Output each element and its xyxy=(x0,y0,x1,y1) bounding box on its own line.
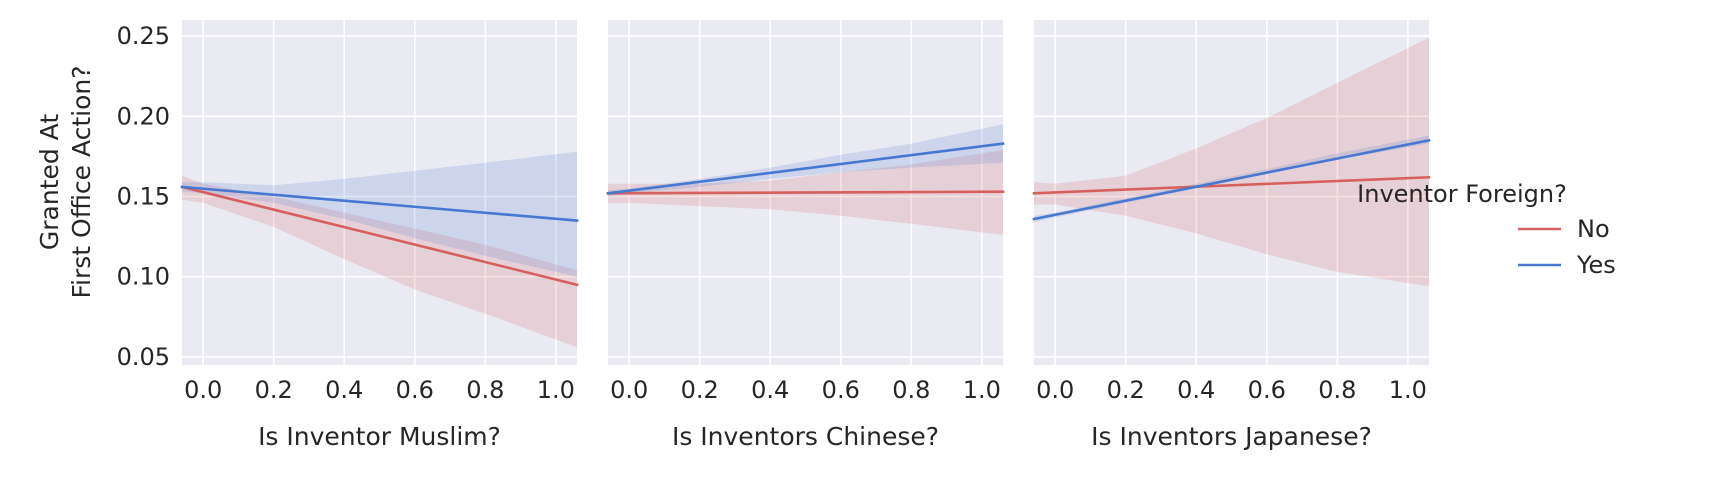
ci-band-no xyxy=(182,175,577,348)
y-tick-label: 0.25 xyxy=(117,22,170,50)
x-tick-label: 0.8 xyxy=(466,376,504,404)
x-tick-label: 1.0 xyxy=(1389,376,1427,404)
ci-band-yes xyxy=(182,151,577,277)
x-tick-label: 0.0 xyxy=(1036,376,1074,404)
x-tick-label: 0.2 xyxy=(681,376,719,404)
x-tick-label: 0.6 xyxy=(1248,376,1286,404)
series-line-yes xyxy=(606,142,1005,195)
x-tick-label: 1.0 xyxy=(963,376,1001,404)
y-tick-label: 0.05 xyxy=(117,343,170,371)
x-tick-label: 0.0 xyxy=(184,376,222,404)
y-tick-label: 0.15 xyxy=(117,183,170,211)
x-tick-label: 0.2 xyxy=(1107,376,1145,404)
legend-label-no: No xyxy=(1577,215,1610,243)
legend-label-yes: Yes xyxy=(1576,251,1616,279)
legend-title: Inventor Foreign? xyxy=(1357,180,1567,208)
facet-panel-1: 0.0 0.2 0.4 0.6 0.8 1.0 Is Inventor Muslim? 0.0… xyxy=(117,20,579,451)
facet-panel-3: 0.0 0.2 0.4 0.6 0.8 1.0 Is Inventors Japanese? xyxy=(1032,20,1431,451)
series-line-yes xyxy=(180,185,579,223)
x-tick-label: 0.4 xyxy=(1177,376,1215,404)
x-axis-label: Is Inventors Japanese? xyxy=(1091,422,1372,451)
facet-panel-2: 0.0 0.2 0.4 0.6 0.8 1.0 Is Inventors Chinese? xyxy=(606,20,1005,451)
x-tick-label: 0.2 xyxy=(255,376,293,404)
x-tick-label: 0.0 xyxy=(610,376,648,404)
y-axis-label: Granted At First Office Action? xyxy=(35,65,96,298)
series-line-no xyxy=(606,190,1005,195)
x-tick-label: 0.8 xyxy=(1318,376,1356,404)
y-axis-label-line-1: Granted At xyxy=(35,114,64,250)
x-tick-label: 1.0 xyxy=(537,376,575,404)
series-line-yes xyxy=(1032,138,1431,221)
x-tick-label: 0.4 xyxy=(751,376,789,404)
x-axis-label: Is Inventors Chinese? xyxy=(672,422,939,451)
legend: Inventor Foreign? No Yes xyxy=(1357,180,1616,279)
y-axis-label-line-2: First Office Action? xyxy=(67,65,96,298)
x-tick-label: 0.6 xyxy=(396,376,434,404)
series-line-no xyxy=(1032,175,1431,195)
ci-band-yes xyxy=(608,124,1003,197)
series-line-no xyxy=(180,185,579,287)
y-tick-label: 0.20 xyxy=(117,102,170,130)
panels: 0.0 0.2 0.4 0.6 0.8 1.0 Is Inventor Muslim? 0.0… xyxy=(117,20,1431,451)
x-tick-label: 0.4 xyxy=(325,376,363,404)
x-tick-label: 0.8 xyxy=(892,376,930,404)
y-tick-label: 0.10 xyxy=(117,263,170,291)
ci-band-no xyxy=(1034,37,1429,287)
x-tick-label: 0.6 xyxy=(822,376,860,404)
plot-background xyxy=(1034,20,1429,365)
x-axis-label: Is Inventor Muslim? xyxy=(258,422,501,451)
